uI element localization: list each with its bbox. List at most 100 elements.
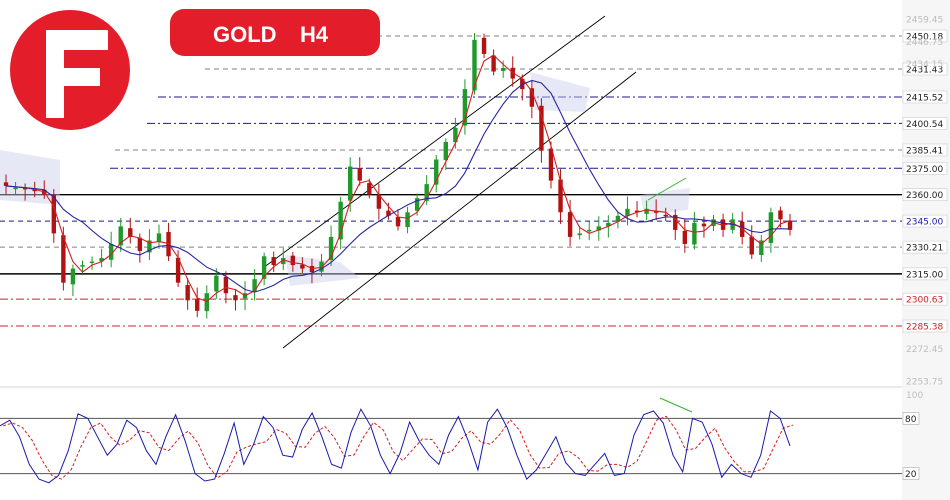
candle-body [300, 264, 305, 269]
candle-body [376, 194, 382, 209]
candle-body [367, 183, 372, 195]
candle-body [558, 179, 563, 213]
candle-body [147, 240, 152, 253]
candle-body [233, 295, 238, 301]
stoch-level-box [902, 412, 920, 425]
candle-body [3, 182, 9, 186]
candle-body [338, 201, 343, 240]
level-label-box [902, 240, 948, 254]
level-label-box [902, 90, 948, 104]
axis-tick-label: 2459.45 [906, 16, 943, 26]
level-label: 2385.41 [906, 146, 943, 156]
candle-body [395, 216, 401, 227]
candle-body [414, 198, 420, 211]
level-label-box [902, 161, 948, 175]
candle-body [663, 214, 668, 217]
shaded-zone [530, 72, 590, 112]
candle-body [51, 194, 57, 234]
stochastic-oscillator: 80 20 100 [0, 177, 923, 484]
candle-body [347, 166, 353, 201]
candle-body [567, 212, 573, 237]
candle-body [328, 236, 334, 261]
candle-body [615, 215, 621, 222]
candle-body [548, 148, 554, 181]
candle-body [271, 257, 276, 266]
brand-f-logo-icon [10, 10, 130, 130]
level-label-box [902, 62, 948, 76]
divergence-line [647, 177, 687, 201]
candle-body [61, 235, 66, 283]
candle-body [596, 226, 601, 231]
candle-body [434, 159, 439, 185]
candle-body [99, 258, 104, 262]
level-label: 2375.00 [906, 165, 943, 175]
level-label: 2345.00 [906, 218, 943, 228]
candle-body [577, 233, 582, 236]
candle-body [653, 211, 659, 213]
axis-tick-label: 2272.45 [906, 345, 943, 355]
level-label: 2450.18 [906, 33, 943, 43]
level-label: 2300.63 [906, 296, 943, 306]
candle-body [472, 39, 477, 91]
candle-body [204, 293, 209, 312]
axis-tick-label: 2434.15 [906, 60, 943, 70]
candle-body [443, 141, 449, 160]
stoch-main-line [0, 408, 791, 484]
price-axis: 2450.18 2431.43 2415.52 2400.54 2385.41 2375.… [902, 16, 948, 388]
level-label: 2285.38 [906, 323, 943, 333]
candle-body [673, 214, 678, 230]
candle-body [261, 256, 267, 279]
candle-body [290, 255, 296, 266]
stoch-level-label: 20 [905, 470, 917, 480]
candle-body [606, 222, 611, 227]
level-label: 2415.52 [906, 93, 943, 103]
candle-body [701, 223, 707, 227]
timeframe-label: H4 [300, 22, 329, 47]
candle-body [108, 243, 114, 260]
candle-body [634, 210, 640, 213]
moving-average-line [5, 79, 791, 293]
candle-body [491, 55, 496, 72]
level-label: 2400.54 [906, 120, 943, 130]
level-label-box [902, 188, 948, 201]
candle-body [539, 105, 544, 151]
candle-body [424, 184, 429, 201]
candle-body [587, 229, 592, 232]
candle-body [195, 299, 200, 311]
stoch-signal-line [2, 415, 794, 480]
divergence-line [659, 397, 693, 413]
level-label-box [902, 292, 948, 306]
candle-body [787, 220, 793, 230]
candle-body [481, 37, 487, 54]
candle-body [357, 167, 362, 181]
moving-average-line [5, 54, 791, 303]
level-label-box [902, 214, 948, 228]
candle-body [682, 230, 688, 244]
level-label: 2431.43 [906, 65, 943, 75]
candle-body [89, 261, 95, 264]
candle-body [281, 258, 286, 265]
candle-body [118, 226, 123, 246]
candle-body [462, 89, 468, 126]
candle-body [625, 208, 630, 216]
candle-body [70, 268, 76, 285]
candle-body [749, 236, 754, 255]
candle-body [500, 67, 506, 71]
level-label-box [902, 267, 948, 281]
candle-body [692, 222, 697, 245]
candle-body [405, 212, 410, 228]
candle-body [386, 210, 391, 216]
candle-body [137, 237, 143, 252]
shaded-zone [640, 188, 690, 215]
candle-body [185, 285, 190, 301]
symbol-badge: GOLD H4 [170, 9, 380, 56]
axis-tick-label: 2446.75 [906, 38, 943, 48]
trend-channel [262, 15, 637, 349]
level-label: 2360.00 [906, 191, 943, 201]
candle-body [13, 187, 18, 190]
stoch-level-label: 80 [905, 415, 917, 425]
candle-body [80, 265, 85, 267]
candle-body [252, 279, 257, 292]
